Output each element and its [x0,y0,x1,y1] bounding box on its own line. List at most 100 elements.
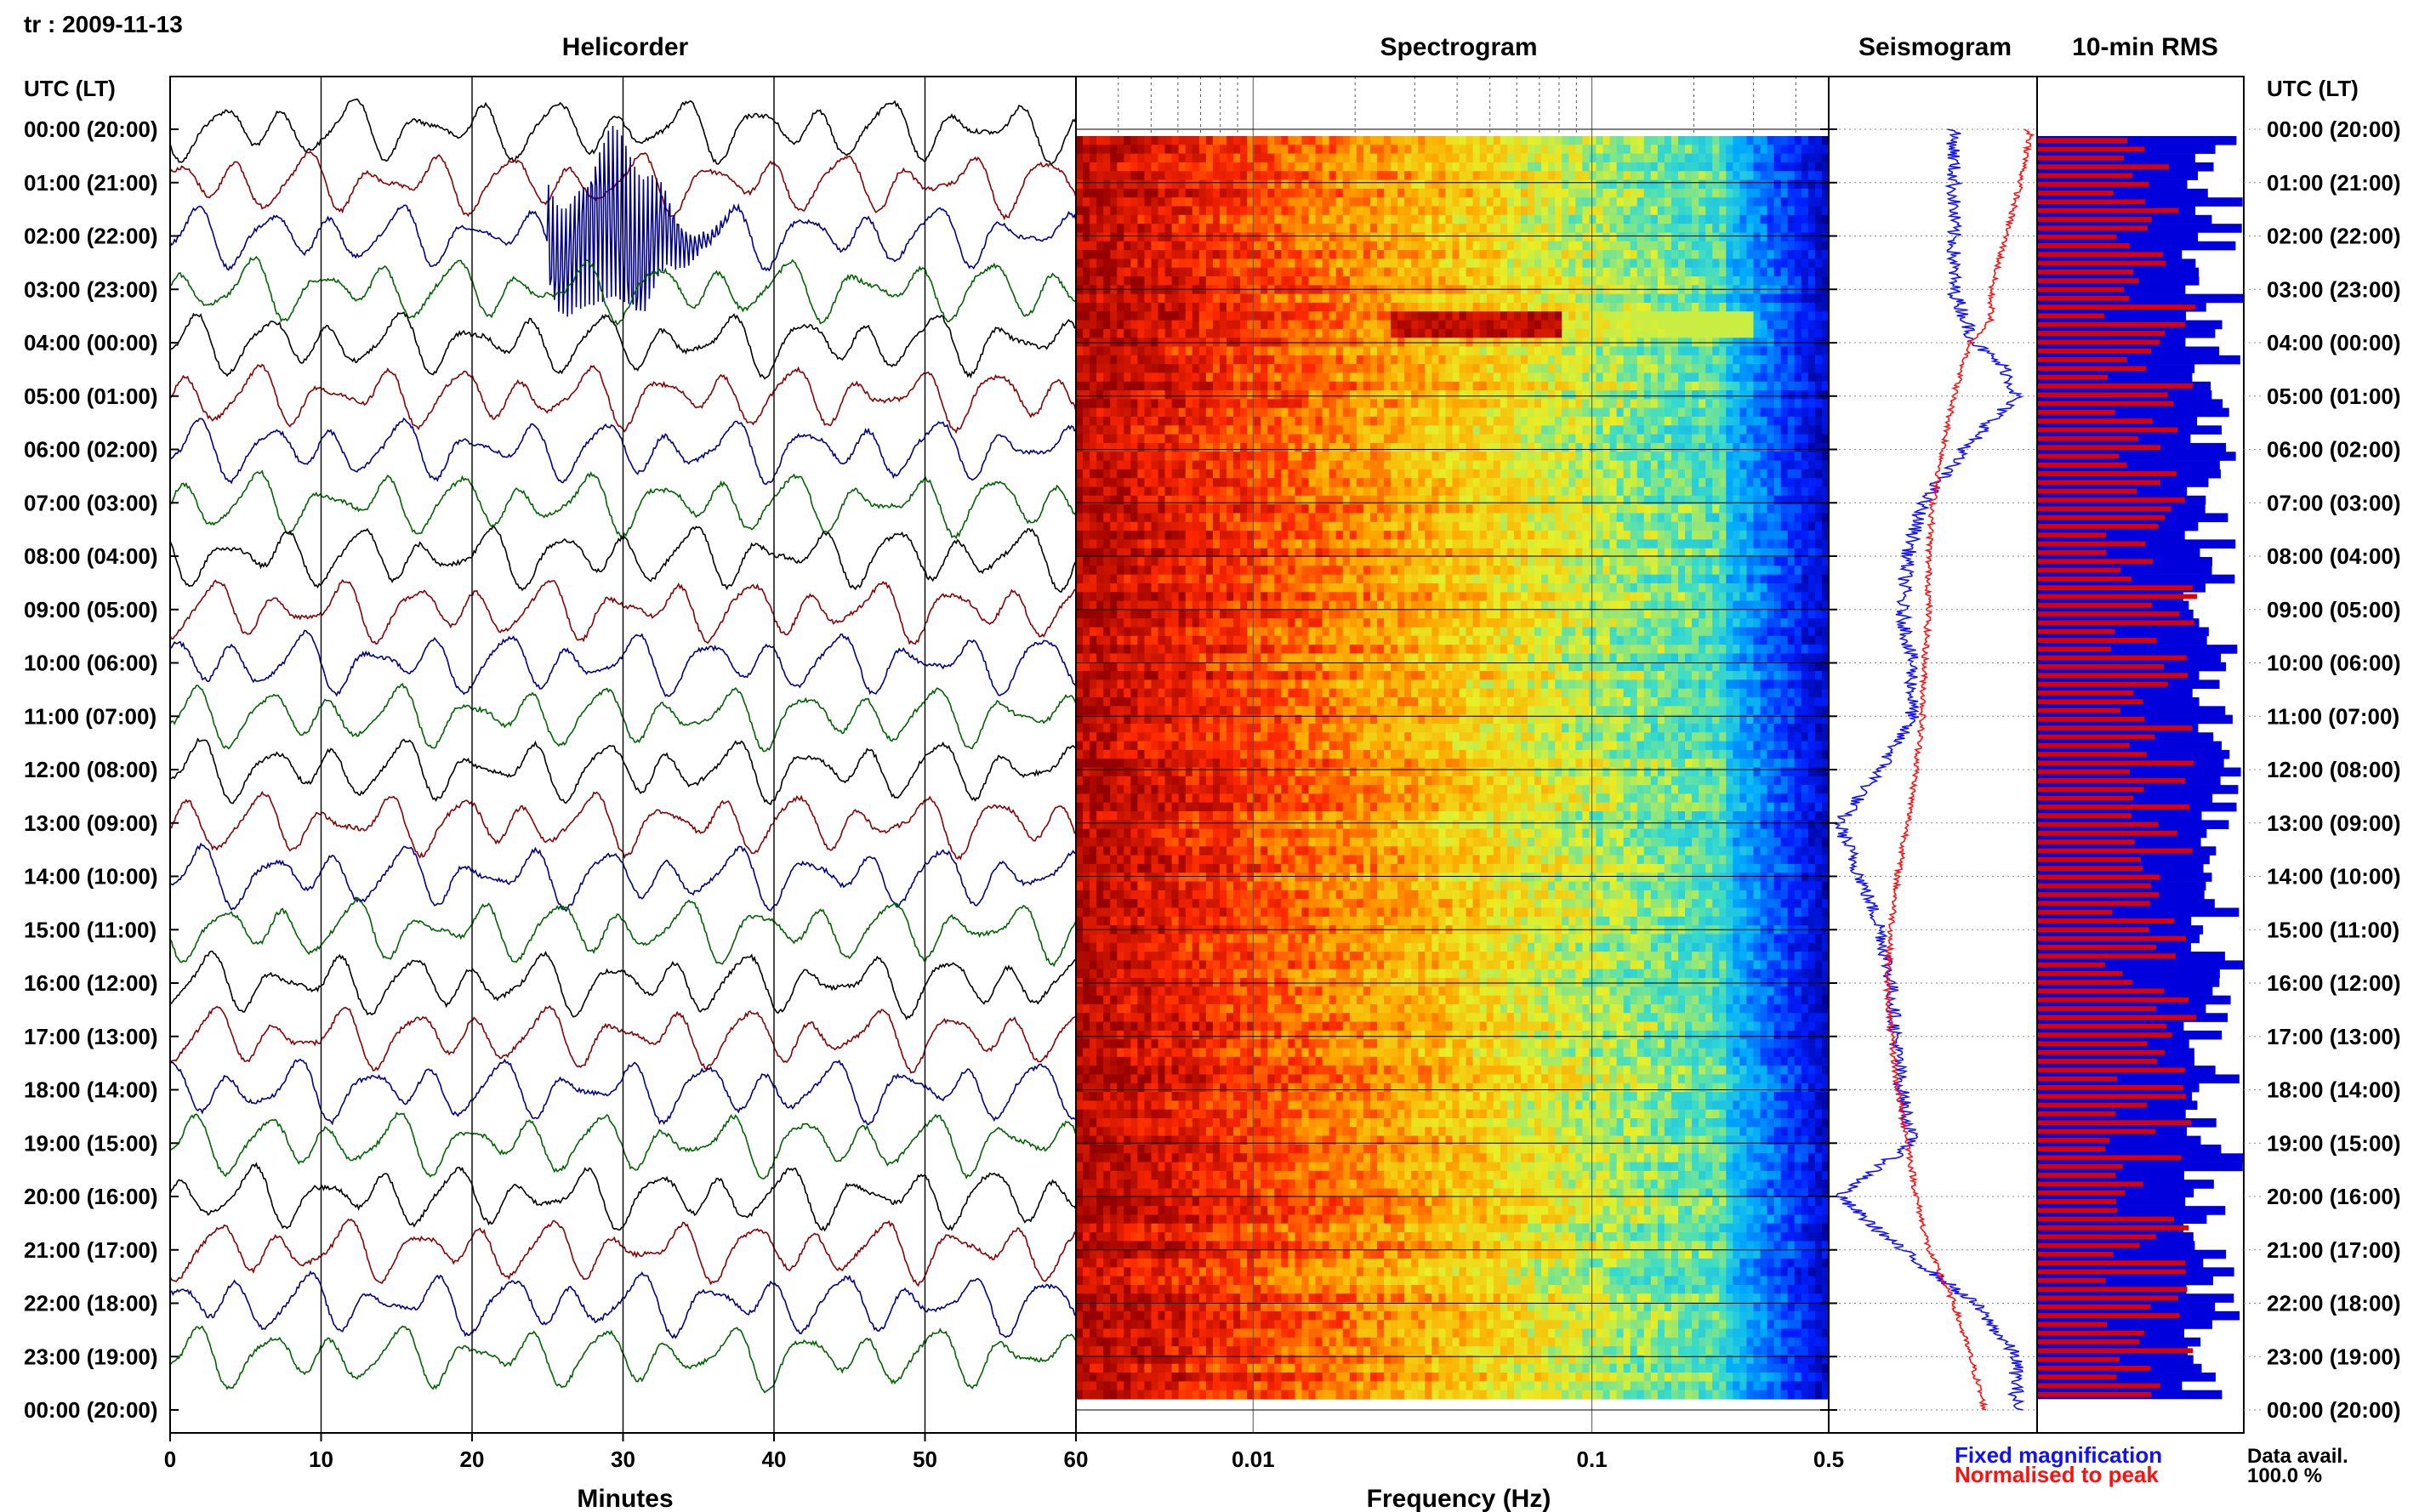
spectrogram-cell [1404,417,1412,426]
spectrogram-cell [1315,425,1323,435]
spectrogram-cell [1562,320,1569,330]
spectrogram-cell [1650,364,1659,374]
spectrogram-cell [1240,232,1248,242]
spectrogram-cell [1692,513,1699,523]
spectrogram-cell [1821,495,1830,505]
spectrogram-cell [1555,267,1562,277]
spectrogram-cell [1151,486,1159,497]
spectrogram-cell [1821,232,1830,242]
spectrogram-cell [1363,452,1371,462]
spectrogram-cell [1657,293,1665,304]
spectrogram-cell [1589,452,1597,462]
spectrogram-cell [1083,460,1090,470]
spectrogram-cell [1466,259,1474,269]
spectrogram-cell [1671,197,1679,207]
spectrogram-cell [1589,355,1597,365]
spectrogram-cell [1500,407,1508,418]
spectrogram-cell [1198,259,1207,269]
spectrogram-cell [1090,346,1097,356]
spectrogram-cell [1329,267,1337,277]
spectrogram-cell [1315,372,1323,383]
spectrogram-cell [1773,346,1782,356]
spectrogram-cell [1616,495,1625,505]
spectrogram-cell [1555,486,1562,497]
spectrogram-cell [1391,285,1398,295]
spectrogram-cell [1192,364,1200,374]
spectrogram-cell [1678,399,1686,409]
spectrogram-cell [1267,372,1275,383]
spectrogram-cell [1130,521,1139,531]
spectrogram-cell [1712,521,1720,531]
spectrogram-cell [1219,407,1227,418]
spectrogram-cell [1192,311,1200,321]
spectrogram-cell [1814,311,1823,321]
spectrogram-cell [1643,241,1652,251]
spectrogram-cell [1739,434,1748,444]
spectrogram-cell [1733,478,1741,488]
spectrogram-cell [1657,232,1665,242]
spectrogram-cell [1801,214,1809,225]
spectrogram-cell [1212,197,1221,207]
spectrogram-cell [1760,381,1768,391]
spectrogram-cell [1466,452,1474,462]
spectrogram-cell [1636,355,1645,365]
spectrogram-cell [1699,478,1706,488]
spectrogram-cell [1144,513,1153,523]
spectrogram-cell [1158,346,1166,356]
spectrogram-cell [1602,171,1611,181]
spectrogram-cell [1705,478,1713,488]
spectrogram-cell [1178,469,1187,479]
spectrogram-cell [1630,145,1638,155]
spectrogram-cell [1794,153,1802,163]
spectrogram-cell [1130,171,1139,181]
spectrogram-cell [1076,232,1084,242]
spectrogram-cell [1780,285,1789,295]
spectrogram-cell [1534,293,1542,304]
spectrogram-cell [1500,346,1508,356]
spectrogram-cell [1205,486,1214,497]
spectrogram-cell [1555,346,1562,356]
spectrogram-cell [1643,460,1652,470]
spectrogram-cell [1678,179,1686,190]
spectrogram-cell [1739,259,1748,269]
spectrogram-cell [1192,495,1200,505]
spectrogram-cell [1198,302,1207,312]
spectrogram-cell [1178,504,1187,514]
spectrogram-cell [1335,241,1344,251]
spectrogram-cell [1568,302,1576,312]
spectrogram-cell [1411,197,1419,207]
spectrogram-cell [1664,153,1672,163]
spectrogram-cell [1562,328,1569,338]
spectrogram-cell [1500,355,1508,365]
spectrogram-cell [1369,224,1378,234]
spectrogram-cell [1329,469,1337,479]
spectrogram-cell [1198,364,1207,374]
spectrogram-cell [1657,460,1665,470]
spectrogram-cell [1151,276,1159,286]
spectrogram-cell [1568,399,1576,409]
spectrogram-cell [1534,214,1542,225]
spectrogram-cell [1411,224,1419,234]
spectrogram-cell [1726,311,1733,321]
spectrogram-cell [1227,311,1234,321]
spectrogram-cell [1602,513,1611,523]
spectrogram-cell [1335,250,1344,259]
spectrogram-cell [1418,513,1426,523]
spectrogram-cell [1787,179,1796,190]
spectrogram-cell [1117,241,1124,251]
spectrogram-cell [1807,136,1816,145]
spectrogram-cell [1466,241,1474,251]
spectrogram-cell [1124,162,1131,172]
spectrogram-cell [1083,320,1090,330]
spectrogram-cell [1130,442,1139,452]
spectrogram-cell [1274,355,1282,365]
spectrogram-cell [1685,197,1693,207]
spectrogram-cell [1712,452,1720,462]
spectrogram-cell [1377,276,1385,286]
spectrogram-cell [1192,136,1200,145]
spectrogram-cell [1801,267,1809,277]
spectrogram-cell [1678,486,1686,497]
spectrogram-cell [1219,232,1227,242]
spectrogram-cell [1609,285,1618,295]
spectrogram-cell [1486,381,1494,391]
